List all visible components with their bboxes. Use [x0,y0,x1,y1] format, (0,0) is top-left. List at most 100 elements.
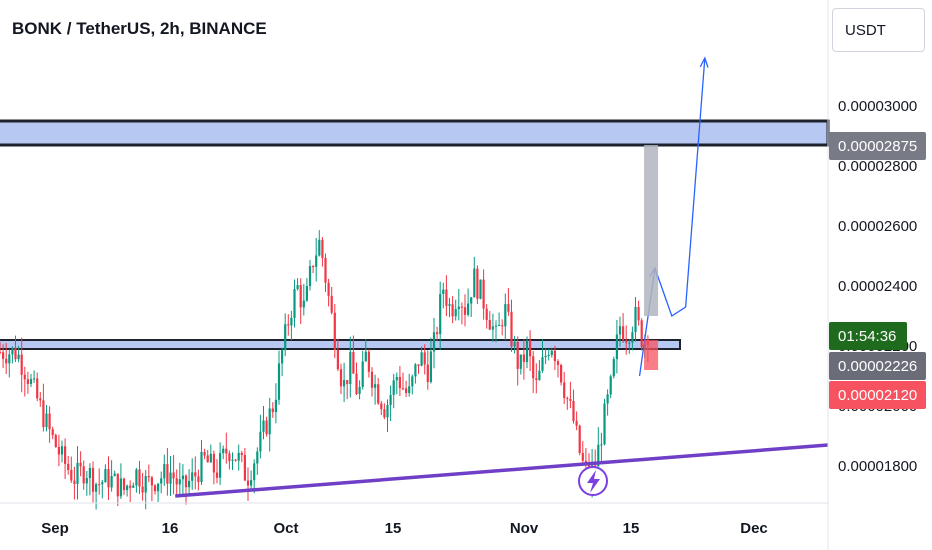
target-measure-bar[interactable] [644,145,659,316]
candle-body [488,320,491,330]
candle [200,440,203,485]
candle [157,483,160,502]
candle-body [67,463,70,470]
candle-body [569,398,572,401]
candle [299,278,302,324]
candle [57,434,60,467]
candle-body [327,282,330,296]
resistance-price-tag[interactable]: 0.00002875 [829,132,926,160]
candle-body [451,304,454,317]
candle-body [457,306,460,310]
candle-body [467,303,470,315]
candle-body [482,279,485,309]
candle [132,482,135,488]
y-tick-label: 0.00002800 [838,158,917,175]
candle-body [296,285,299,290]
candle [386,399,389,433]
candle-body [85,478,88,484]
candle-body [408,386,411,394]
candle [392,373,395,409]
candle [64,438,67,479]
candle-body [194,472,197,477]
candle-body [618,326,622,335]
candle-body [634,306,637,333]
candle [5,343,8,374]
candle [215,459,219,484]
candle [312,265,315,274]
candle-body [76,462,79,485]
candle-body [594,465,597,467]
candle [262,406,265,440]
candle [343,362,346,403]
lower-price-tag[interactable]: 0.00002120 [829,381,926,409]
candle [498,312,501,327]
candle-body [197,476,200,483]
candle [603,398,606,446]
candle-body [163,464,166,479]
candle [535,363,538,394]
candle-body [383,409,386,418]
candle [138,460,141,495]
candle [287,314,290,336]
candle-body [398,377,401,389]
candle [529,330,532,371]
candle-body [597,444,600,467]
candle [17,345,20,363]
candle [219,442,222,485]
support-zone[interactable] [0,339,681,350]
candle-body [237,452,240,461]
candle-body [470,297,473,304]
candle-body [132,485,135,488]
candle [76,446,79,500]
candle-body [358,386,361,394]
candle-body [54,435,57,448]
candle [225,432,228,464]
candle-body [2,352,5,359]
candle [513,335,516,354]
candle [101,479,104,499]
candle [622,313,625,343]
trendline-layer [175,443,829,498]
candle [234,459,237,462]
last-price-tag[interactable]: 0.00002226 [829,352,926,380]
candle-body [290,317,293,326]
candle [572,389,575,424]
candle [39,392,42,407]
candle [104,464,107,483]
candle [147,464,150,483]
candle [197,469,200,491]
y-tick-label: 0.00002400 [838,278,917,295]
candle [504,293,507,341]
currency-unit-button[interactable]: USDT [832,8,925,52]
candle [346,380,349,400]
candle [482,269,485,320]
y-tick-label: 0.00002600 [838,218,917,235]
trendline[interactable] [175,443,829,498]
candle [122,477,126,496]
candle [33,370,36,384]
candle-body [454,309,457,317]
x-tick-label: Nov [510,520,539,537]
candle [550,347,553,358]
candle-body [129,485,132,488]
stop-measure-bar[interactable] [644,340,659,370]
candle-body [11,347,14,355]
lightning-icon[interactable] [578,466,608,496]
candle [541,339,544,373]
candle-body [178,479,181,485]
candle-body [150,477,153,486]
resistance-zone[interactable] [0,119,830,147]
candle [281,347,284,377]
candle-body [268,408,271,435]
candle [194,456,197,490]
countdown-tag[interactable]: 01:54:36 [829,322,907,350]
candle-body [640,320,643,348]
candle [308,259,312,291]
candle [141,472,144,501]
candle [259,414,262,459]
candle [532,350,535,393]
last-price-tag-label: 0.00002226 [838,358,917,375]
candle-body [405,388,408,394]
candle-body [312,266,315,268]
